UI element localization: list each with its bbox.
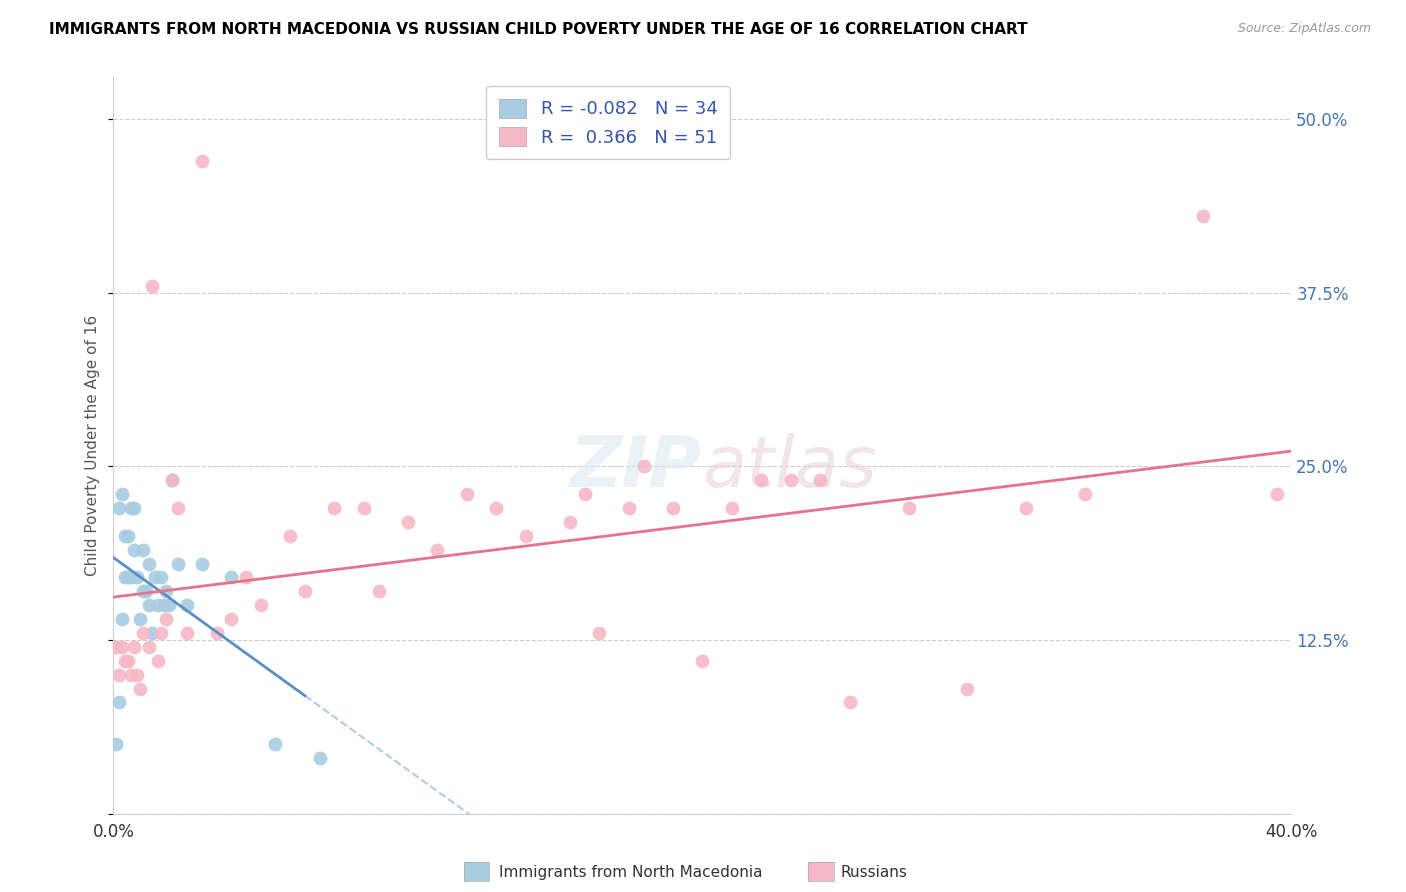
- Point: [141, 278, 163, 293]
- Point: [396, 515, 419, 529]
- Point: [108, 501, 131, 516]
- Point: [135, 584, 157, 599]
- Point: [111, 640, 134, 654]
- Point: [1074, 487, 1097, 501]
- Point: [114, 570, 136, 584]
- Point: [152, 599, 174, 613]
- Point: [219, 612, 242, 626]
- Point: [111, 612, 134, 626]
- Point: [141, 626, 163, 640]
- Point: [146, 654, 169, 668]
- Point: [122, 501, 145, 516]
- Point: [558, 515, 581, 529]
- Point: [191, 557, 214, 571]
- Point: [176, 626, 198, 640]
- Point: [149, 626, 172, 640]
- Point: [838, 696, 860, 710]
- Point: [132, 584, 155, 599]
- Point: [1015, 501, 1038, 516]
- Point: [485, 501, 508, 516]
- Point: [108, 667, 131, 681]
- Point: [749, 473, 772, 487]
- Point: [294, 584, 316, 599]
- Point: [149, 570, 172, 584]
- Point: [129, 612, 152, 626]
- Point: [308, 751, 330, 765]
- Point: [117, 570, 139, 584]
- Point: [662, 501, 685, 516]
- Point: [155, 584, 177, 599]
- Point: [125, 570, 148, 584]
- Point: [249, 599, 271, 613]
- Point: [176, 599, 198, 613]
- Point: [456, 487, 478, 501]
- Point: [897, 501, 920, 516]
- Point: [125, 667, 148, 681]
- Point: [808, 473, 831, 487]
- Text: Source: ZipAtlas.com: Source: ZipAtlas.com: [1237, 22, 1371, 36]
- Legend: R = -0.082   N = 34, R =  0.366   N = 51: R = -0.082 N = 34, R = 0.366 N = 51: [486, 87, 730, 160]
- Point: [721, 501, 744, 516]
- Point: [1265, 487, 1288, 501]
- Point: [191, 153, 214, 168]
- Point: [426, 542, 449, 557]
- Point: [120, 570, 142, 584]
- Point: [155, 612, 177, 626]
- Point: [323, 501, 346, 516]
- Y-axis label: Child Poverty Under the Age of 16: Child Poverty Under the Age of 16: [86, 315, 100, 576]
- Point: [278, 529, 301, 543]
- Point: [114, 654, 136, 668]
- Point: [159, 599, 181, 613]
- Point: [146, 599, 169, 613]
- Text: Russians: Russians: [841, 865, 908, 880]
- Point: [105, 737, 128, 751]
- Point: [120, 501, 142, 516]
- Point: [120, 667, 142, 681]
- Point: [235, 570, 257, 584]
- Point: [264, 737, 287, 751]
- Point: [138, 599, 160, 613]
- Text: IMMIGRANTS FROM NORTH MACEDONIA VS RUSSIAN CHILD POVERTY UNDER THE AGE OF 16 COR: IMMIGRANTS FROM NORTH MACEDONIA VS RUSSI…: [49, 22, 1028, 37]
- Point: [129, 681, 152, 696]
- Point: [574, 487, 596, 501]
- Point: [588, 626, 610, 640]
- Point: [1192, 210, 1215, 224]
- Point: [162, 473, 184, 487]
- Point: [162, 473, 184, 487]
- Point: [132, 542, 155, 557]
- Point: [122, 640, 145, 654]
- Point: [692, 654, 714, 668]
- Point: [205, 626, 228, 640]
- Point: [117, 654, 139, 668]
- Point: [108, 696, 131, 710]
- Text: Immigrants from North Macedonia: Immigrants from North Macedonia: [499, 865, 762, 880]
- Point: [367, 584, 389, 599]
- Point: [138, 640, 160, 654]
- Point: [114, 529, 136, 543]
- Point: [633, 459, 655, 474]
- Point: [515, 529, 537, 543]
- Text: atlas: atlas: [703, 434, 877, 502]
- Point: [779, 473, 801, 487]
- Point: [167, 501, 190, 516]
- Point: [122, 542, 145, 557]
- Point: [138, 557, 160, 571]
- Point: [353, 501, 375, 516]
- Point: [956, 681, 979, 696]
- Point: [105, 640, 128, 654]
- Point: [111, 487, 134, 501]
- Point: [117, 529, 139, 543]
- Point: [219, 570, 242, 584]
- Point: [167, 557, 190, 571]
- Text: ZIP: ZIP: [571, 434, 703, 502]
- Point: [132, 626, 155, 640]
- Point: [143, 570, 166, 584]
- Point: [617, 501, 640, 516]
